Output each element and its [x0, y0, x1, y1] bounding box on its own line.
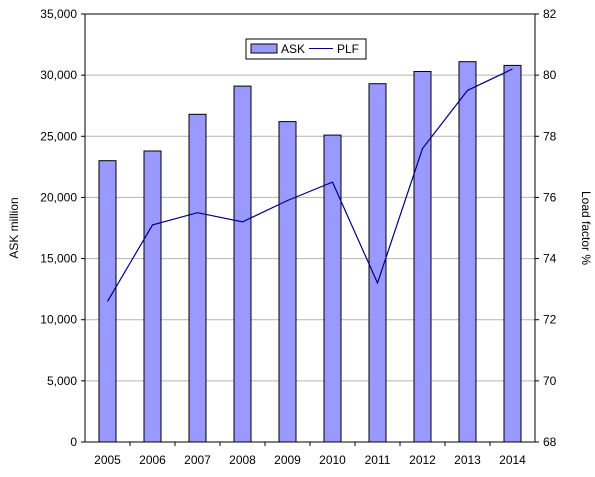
y-tick-label: 0: [70, 435, 77, 449]
x-tick-label: 2007: [184, 453, 211, 467]
ask-bar: [368, 83, 387, 443]
y2-tick-label: 70: [543, 374, 557, 388]
y2-tick-label: 68: [543, 435, 557, 449]
legend-swatch-ask: [250, 43, 278, 54]
y2-axis-title: Load factor %: [579, 191, 593, 265]
ask-bar: [233, 85, 252, 443]
ask-bar: [323, 134, 342, 443]
y-tick-label: 30,000: [40, 68, 77, 82]
y-tick-label: 5,000: [47, 374, 77, 388]
x-tick-label: 2008: [229, 453, 256, 467]
ask-bar: [503, 64, 522, 443]
y2-tick-label: 82: [543, 7, 557, 21]
ask-bar: [458, 61, 477, 443]
y-tick-label: 25,000: [40, 129, 77, 143]
y-tick-label: 20,000: [40, 190, 77, 204]
y-tick-label: 10,000: [40, 313, 77, 327]
ask-bar: [143, 150, 162, 443]
ask-bars: [98, 61, 522, 443]
x-tick-label: 2006: [139, 453, 166, 467]
ask-bar: [188, 113, 207, 443]
legend-label-plf: PLF: [337, 42, 359, 56]
axes: 0 5,000 10,000 15,000 20,000 25,000 30,000 35,0…: [40, 7, 556, 467]
y-axis-title: ASK million: [7, 197, 21, 258]
plf-line: [106, 68, 513, 302]
y-tick-label: 15,000: [40, 252, 77, 266]
x-tick-label: 2005: [94, 453, 121, 467]
y2-tick-label: 76: [543, 190, 557, 204]
x-tick-label: 2010: [319, 453, 346, 467]
x-tick-label: 2013: [454, 453, 481, 467]
x-tick-label: 2014: [499, 453, 526, 467]
plf-series-line: [106, 68, 513, 302]
x-tick-label: 2012: [409, 453, 436, 467]
legend: ASK PLF: [245, 38, 367, 60]
x-tick-label: 2011: [365, 453, 391, 467]
ask-bar: [278, 121, 297, 443]
y2-tick-label: 72: [543, 313, 557, 327]
x-tick-label: 2009: [274, 453, 301, 467]
y2-tick-label: 74: [543, 252, 557, 266]
legend-label-ask: ASK: [281, 42, 305, 56]
y2-tick-label: 80: [543, 68, 557, 82]
y-tick-label: 35,000: [40, 7, 77, 21]
ask-bar: [413, 71, 432, 443]
y2-tick-label: 78: [543, 129, 557, 143]
